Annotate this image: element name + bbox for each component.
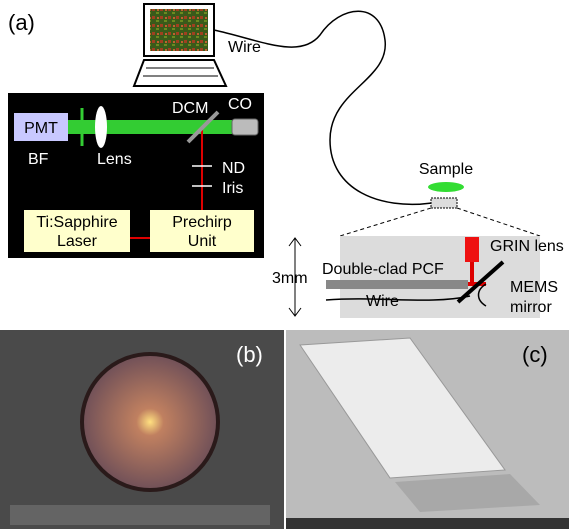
probe xyxy=(431,198,457,208)
grin-lens xyxy=(465,237,479,262)
label: Unit xyxy=(188,233,217,250)
label: Ti:Sapphire xyxy=(36,214,117,231)
label: GRIN lens xyxy=(490,238,564,255)
objective xyxy=(232,119,258,135)
lens xyxy=(95,106,107,148)
label: Lens xyxy=(97,151,132,168)
laptop xyxy=(134,4,226,86)
label: MEMS xyxy=(510,279,558,296)
label: mirror xyxy=(510,299,552,316)
chip xyxy=(82,354,218,490)
sample xyxy=(428,182,464,192)
panel-label: (c) xyxy=(522,342,548,367)
figure: (a) Wire PMT BF Lens DCM CO ND Iris Ti:S… xyxy=(0,0,569,529)
label: CO xyxy=(228,96,252,113)
label: Prechirp xyxy=(172,214,232,231)
label: Sample xyxy=(419,161,473,178)
label: DCM xyxy=(172,100,208,117)
label: Iris xyxy=(222,180,243,197)
label: 3mm xyxy=(272,270,308,287)
panel-label: (a) xyxy=(8,10,35,35)
panel-label: (b) xyxy=(236,342,263,367)
fiber xyxy=(326,280,468,289)
label: ND xyxy=(222,160,245,177)
label: PMT xyxy=(24,120,58,137)
label: Laser xyxy=(57,233,98,250)
zoom-line xyxy=(340,208,431,236)
label: Wire xyxy=(366,293,399,310)
label: Double-clad PCF xyxy=(322,261,444,278)
zoom-line xyxy=(457,208,540,236)
beam xyxy=(68,120,236,134)
label: BF xyxy=(28,151,49,168)
